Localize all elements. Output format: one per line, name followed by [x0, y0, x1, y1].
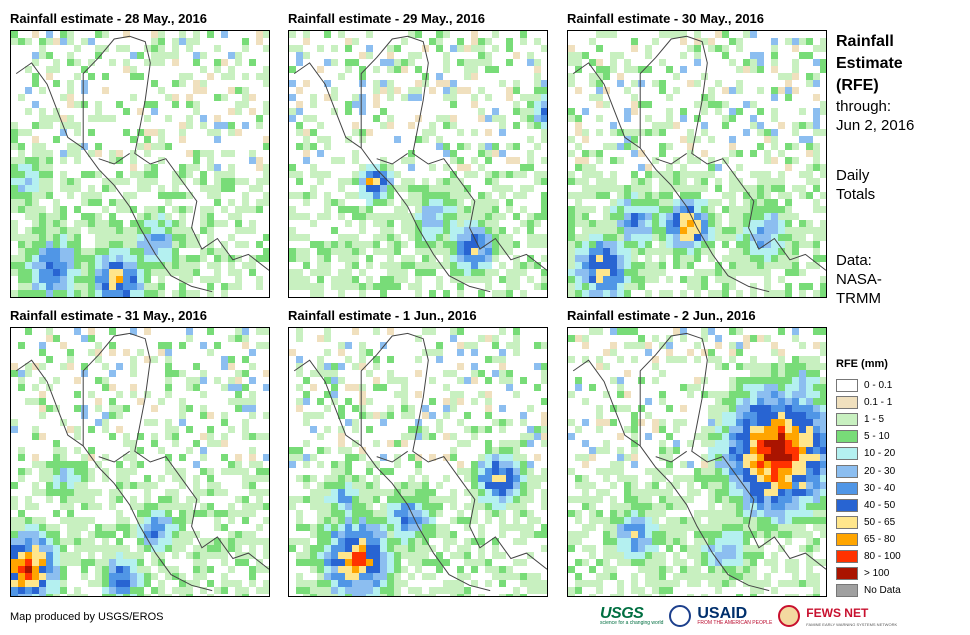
fews-globe-icon — [778, 604, 801, 627]
legend-item: 0 - 0.1 — [836, 377, 901, 394]
legend-swatch — [836, 498, 858, 512]
legend-label: 40 - 50 — [864, 499, 896, 511]
usgs-tagline: science for a changing world — [600, 620, 664, 626]
panel-title: Rainfall estimate - 1 Jun., 2016 — [288, 308, 477, 323]
legend-label: 80 - 100 — [864, 550, 901, 562]
legend-item: 50 - 65 — [836, 514, 901, 531]
panel-title: Rainfall estimate - 28 May., 2016 — [10, 11, 208, 26]
rainfall-map — [567, 327, 827, 597]
legend-swatch — [836, 532, 858, 546]
legend-swatch — [836, 430, 858, 444]
source-line: TRMM — [836, 290, 881, 307]
rainfall-map — [288, 327, 548, 597]
legend-swatch — [836, 447, 858, 461]
legend-swatch — [836, 481, 858, 495]
totals-line: Daily — [836, 167, 870, 184]
legend-item: 1 - 5 — [836, 411, 901, 428]
legend-item: 30 - 40 — [836, 480, 901, 497]
totals-line: Totals — [836, 186, 876, 203]
legend-label: 65 - 80 — [864, 533, 896, 545]
legend-label: 30 - 40 — [864, 482, 896, 494]
usaid-tagline: FROM THE AMERICAN PEOPLE — [697, 620, 773, 626]
rainfall-raster — [11, 328, 269, 596]
rainfall-map — [10, 327, 270, 597]
legend-label: No Data — [864, 585, 901, 597]
rainfall-raster — [289, 31, 547, 297]
panel-title: Rainfall estimate - 29 May., 2016 — [288, 11, 486, 26]
legend-label: 0.1 - 1 — [864, 397, 893, 409]
legend-swatch — [836, 396, 858, 410]
totals-block: Daily Totals — [836, 166, 875, 204]
rainfall-map — [288, 30, 548, 298]
legend-label: > 100 — [864, 568, 890, 580]
usgs-logo-text: USGS — [600, 605, 644, 622]
fews-logo: FEWS NET FAMINE EARLY WARNING SYSTEMS NE… — [806, 604, 897, 627]
coastline-outline — [572, 35, 826, 293]
legend-item: 65 - 80 — [836, 531, 901, 548]
panel-title: Rainfall estimate - 31 May., 2016 — [10, 308, 208, 323]
panel-title: Rainfall estimate - 2 Jun., 2016 — [567, 308, 756, 323]
through-label: through: — [836, 98, 892, 115]
map-credit: Map produced by USGS/EROS — [10, 611, 164, 623]
legend-swatch — [836, 379, 858, 393]
map-series-title: Rainfall Estimate (RFE) — [836, 31, 903, 97]
coastline-outline — [293, 332, 547, 592]
legend-item: 20 - 30 — [836, 462, 901, 479]
coastline-outline — [293, 35, 547, 293]
fews-tagline: FAMINE EARLY WARNING SYSTEMS NETWORK — [806, 622, 898, 627]
coastline-outline — [15, 35, 269, 293]
coastline-outline — [572, 332, 826, 592]
usaid-seal-icon — [669, 604, 692, 627]
legend-swatch — [836, 584, 858, 598]
legend-label: 10 - 20 — [864, 448, 896, 460]
source-line: Data: — [836, 252, 872, 269]
legend-item: > 100 — [836, 565, 901, 582]
through-date-block: through: Jun 2, 2016 — [836, 97, 914, 135]
title-line: Rainfall — [836, 33, 894, 50]
legend-swatch — [836, 515, 858, 529]
coastline-outline — [15, 332, 269, 592]
panel-title: Rainfall estimate - 30 May., 2016 — [567, 11, 765, 26]
rainfall-raster — [568, 328, 826, 596]
legend-swatch — [836, 549, 858, 563]
partner-logos: USGS science for a changing world USAID … — [600, 604, 897, 627]
through-date: Jun 2, 2016 — [836, 117, 915, 134]
legend-title: RFE (mm) — [836, 358, 888, 370]
source-line: NASA- — [836, 271, 882, 288]
legend-item: 80 - 100 — [836, 548, 901, 565]
legend-item: 40 - 50 — [836, 497, 901, 514]
fews-logo-text: FEWS NET — [806, 606, 869, 620]
data-source-block: Data: NASA- TRMM — [836, 251, 882, 308]
rainfall-raster — [11, 31, 269, 297]
title-line: (RFE) — [836, 77, 879, 94]
legend-label: 0 - 0.1 — [864, 380, 893, 392]
legend-item: 10 - 20 — [836, 445, 901, 462]
legend-swatch — [836, 413, 858, 427]
legend-label: 20 - 30 — [864, 465, 896, 477]
legend-item: No Data — [836, 582, 901, 599]
usaid-logo: USAID FROM THE AMERICAN PEOPLE — [697, 605, 772, 626]
legend-label: 5 - 10 — [864, 431, 890, 443]
title-line: Estimate — [836, 55, 903, 72]
usgs-logo: USGS science for a changing world — [600, 605, 663, 626]
legend-label: 1 - 5 — [864, 414, 885, 426]
legend-label: 50 - 65 — [864, 516, 896, 528]
rainfall-map — [567, 30, 827, 298]
map-legend: RFE (mm) 0 - 0.1 0.1 - 1 1 - 5 5 - 10 10 - 2… — [836, 358, 901, 599]
legend-item: 0.1 - 1 — [836, 394, 901, 411]
rainfall-raster — [568, 31, 826, 297]
usaid-logo-text: USAID — [697, 605, 748, 622]
rainfall-map — [10, 30, 270, 298]
rainfall-raster — [289, 328, 547, 596]
legend-item: 5 - 10 — [836, 428, 901, 445]
legend-swatch — [836, 567, 858, 581]
legend-swatch — [836, 464, 858, 478]
